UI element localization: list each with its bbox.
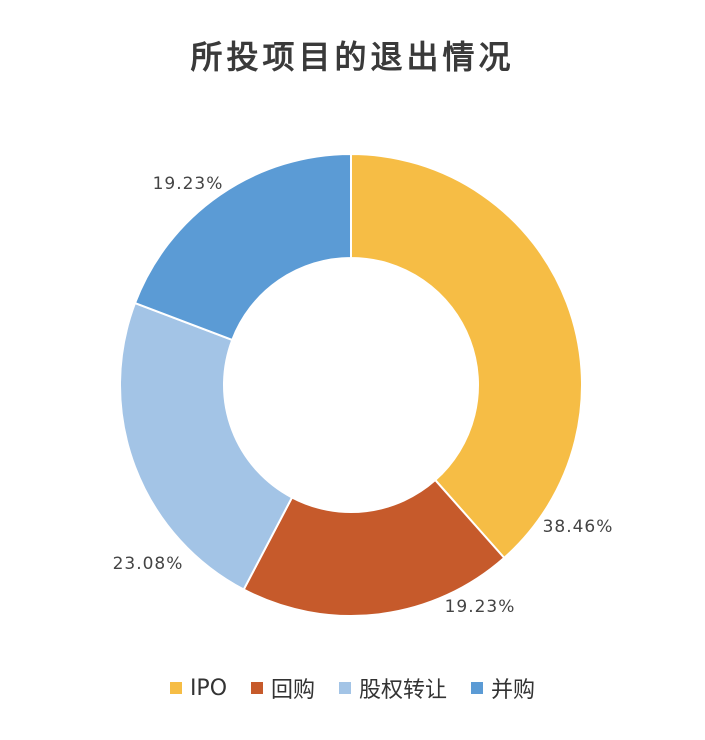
donut-slices — [119, 152, 583, 617]
legend-label-0: IPO — [189, 675, 228, 701]
legend-swatch-1 — [251, 682, 264, 694]
legend-swatch-0 — [169, 682, 182, 694]
data-label-2: 23.08% — [113, 554, 184, 574]
chart-title: 所投项目的退出情况 — [190, 38, 515, 76]
donut-slice-2 — [119, 301, 294, 591]
data-label-1: 19.23% — [445, 597, 516, 617]
data-label-0: 38.46% — [543, 517, 614, 537]
legend-label-2: 股权转让 — [359, 678, 448, 703]
legend-label-1: 回购 — [271, 678, 316, 703]
donut-slice-3 — [133, 152, 352, 342]
donut-slice-0 — [350, 152, 583, 560]
legend-item-0: IPO — [169, 675, 228, 701]
data-label-3: 19.23% — [153, 174, 224, 194]
legend-item-2: 股权转让 — [339, 672, 447, 704]
legend-item-1: 回购 — [251, 672, 315, 704]
legend-swatch-2 — [339, 682, 352, 694]
legend-item-3: 并购 — [471, 672, 535, 704]
legend-label-3: 并购 — [491, 678, 536, 703]
donut-slice-1 — [242, 478, 506, 617]
chart-legend: IPO 回购 股权转让 并购 — [0, 672, 705, 704]
donut-data-labels: 38.46% 19.23% 23.08% 19.23% — [113, 174, 614, 617]
legend-swatch-3 — [471, 682, 484, 694]
